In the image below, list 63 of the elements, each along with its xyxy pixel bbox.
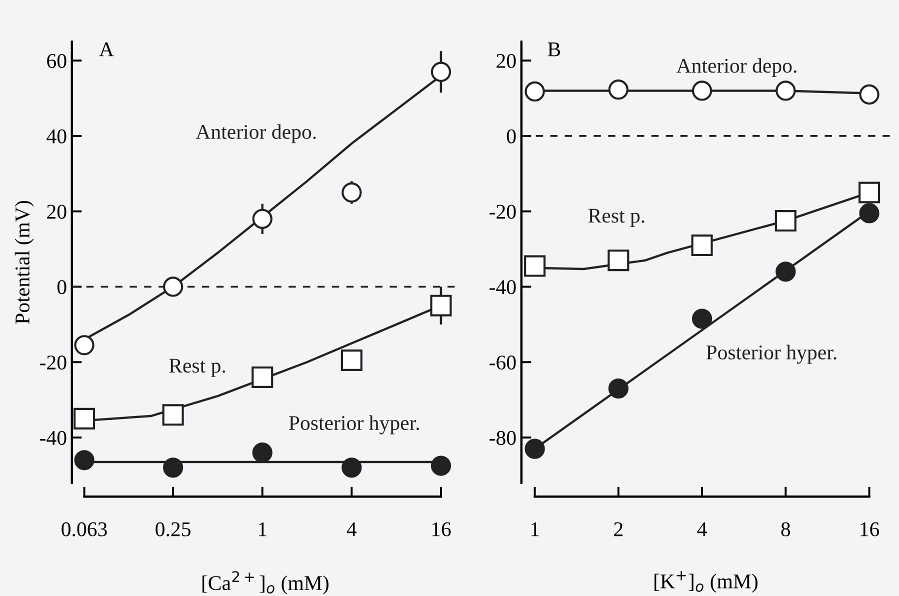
point [858,182,880,204]
point [340,349,362,372]
series-label: Posterior hyper. [706,344,836,364]
x-tick-label: 0.063 [62,522,107,536]
point [776,262,796,282]
point [524,438,545,459]
chart-title: B [548,42,560,56]
point [524,81,545,102]
point [608,378,628,399]
x-tick-label: 1 [258,522,266,536]
point [776,80,796,101]
text: Anterior depo. [196,124,316,144]
point [162,404,184,426]
y-axis-title: Potential (mV) [14,200,34,324]
x-tick-label: 8 [781,522,790,536]
point [342,182,362,203]
x-tick-label: 2 [614,522,622,536]
point [162,458,184,478]
x-tick-label: 4 [697,522,707,536]
y-tick-label: 60 [47,54,66,68]
point [74,450,94,470]
point [692,80,712,101]
series-label: Rest p. [169,358,226,377]
point [430,62,452,82]
point [608,250,630,272]
y-tick-label: 40 [46,129,66,144]
series-label: Rest p. [588,208,644,227]
x-tick-label: 16 [432,522,451,536]
x-axis-title: [Ca$^{2+}$]$_{o}$ (mM) [202,571,328,594]
y-tick-label: 0 [506,129,516,144]
point [74,335,94,356]
point [252,366,274,388]
x-tick-label: 0.25 [156,522,190,536]
y-tick-label: 20 [496,54,516,68]
y-tick-label: -40 [490,280,516,294]
y-tick-label: 0 [57,280,66,294]
y-tick-label: 20 [47,204,66,219]
chart-title: A [99,42,114,56]
point [162,276,184,297]
y-tick-label: -60 [490,356,516,370]
point [859,203,880,224]
point [774,210,796,232]
y-tick-label: -80 [490,430,516,445]
point [430,456,452,476]
y-tick-label: -20 [490,204,516,219]
point [859,84,880,105]
point [74,408,96,430]
series-label: Anterior depo. [676,58,796,78]
point [692,308,712,329]
x-tick-label: 1 [531,522,539,536]
x-tick-label: 16 [860,522,880,536]
point [608,80,628,100]
point [691,234,713,256]
point [252,208,272,229]
series-label: Posterior hyper. [289,415,419,434]
y-tick-label: -20 [40,356,66,370]
x-axis-title: [K$^{+}$]$_{o}$ (mM) [654,571,758,593]
y-tick-label: -40 [40,430,66,445]
point [524,255,546,277]
point [252,442,272,463]
point [342,458,362,478]
x-tick-label: 4 [346,522,357,536]
point [430,294,452,316]
